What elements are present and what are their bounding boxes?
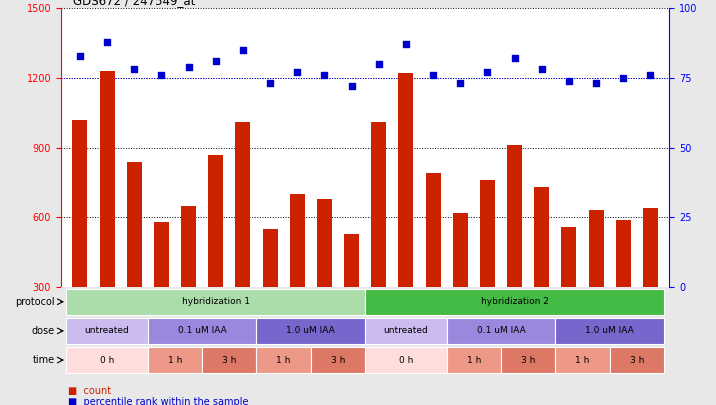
Bar	[100, 71, 115, 357]
Point	[74, 52, 86, 59]
Text: ■  percentile rank within the sample: ■ percentile rank within the sample	[68, 397, 248, 405]
Bar	[447, 347, 501, 373]
Point	[128, 66, 140, 73]
Point	[536, 66, 548, 73]
Text: 1 h: 1 h	[467, 356, 481, 364]
Text: 1 h: 1 h	[576, 356, 590, 364]
Bar	[256, 347, 311, 373]
Bar	[453, 213, 468, 357]
Point	[264, 80, 276, 87]
Point	[102, 38, 113, 45]
Point	[400, 41, 412, 48]
Bar	[643, 208, 658, 357]
Text: 3 h: 3 h	[331, 356, 345, 364]
Bar	[72, 120, 87, 357]
Bar	[561, 227, 576, 357]
Point	[591, 80, 602, 87]
Bar	[501, 347, 556, 373]
Text: untreated: untreated	[384, 326, 428, 335]
Point	[237, 47, 248, 53]
Bar	[372, 122, 386, 357]
Text: time: time	[33, 355, 55, 365]
Text: 1.0 uM IAA: 1.0 uM IAA	[286, 326, 335, 335]
Text: 3 h: 3 h	[222, 356, 236, 364]
Point	[183, 64, 194, 70]
Point	[455, 80, 466, 87]
Text: 0 h: 0 h	[399, 356, 413, 364]
Text: GDS672 / 247549_at: GDS672 / 247549_at	[73, 0, 195, 7]
Bar	[556, 347, 610, 373]
Bar	[534, 187, 549, 357]
Bar	[317, 199, 332, 357]
Bar	[147, 347, 202, 373]
Bar	[556, 318, 664, 344]
Point	[373, 61, 384, 67]
Text: 1.0 uM IAA: 1.0 uM IAA	[585, 326, 634, 335]
Point	[617, 75, 629, 81]
Text: hybridization 1: hybridization 1	[182, 297, 250, 306]
Point	[319, 72, 330, 78]
Text: 1 h: 1 h	[276, 356, 291, 364]
Text: ■  count: ■ count	[68, 386, 111, 396]
Text: 0.1 uM IAA: 0.1 uM IAA	[477, 326, 526, 335]
Bar	[181, 206, 196, 357]
Bar	[610, 347, 664, 373]
Bar	[67, 347, 147, 373]
Text: protocol: protocol	[15, 297, 55, 307]
Point	[427, 72, 439, 78]
Bar	[208, 155, 223, 357]
Bar	[344, 234, 359, 357]
Text: 0 h: 0 h	[100, 356, 115, 364]
Bar	[425, 173, 440, 357]
Bar	[236, 122, 251, 357]
Bar	[147, 318, 256, 344]
Bar	[480, 180, 495, 357]
Bar	[263, 229, 278, 357]
Point	[509, 55, 521, 62]
Text: dose: dose	[32, 326, 55, 336]
Bar	[589, 211, 604, 357]
Point	[291, 69, 303, 75]
Bar	[447, 318, 556, 344]
Point	[563, 77, 575, 84]
Bar	[154, 222, 169, 357]
Text: 0.1 uM IAA: 0.1 uM IAA	[178, 326, 226, 335]
Text: 3 h: 3 h	[629, 356, 644, 364]
Text: untreated: untreated	[84, 326, 130, 335]
Bar	[311, 347, 365, 373]
Bar	[365, 347, 447, 373]
Point	[155, 72, 167, 78]
Bar	[290, 194, 305, 357]
Bar	[256, 318, 365, 344]
Bar	[365, 289, 664, 315]
Point	[482, 69, 493, 75]
Text: 3 h: 3 h	[521, 356, 536, 364]
Bar	[67, 318, 147, 344]
Bar	[507, 145, 522, 357]
Point	[644, 72, 656, 78]
Bar	[365, 318, 447, 344]
Text: 1 h: 1 h	[168, 356, 182, 364]
Bar	[127, 162, 142, 357]
Point	[210, 58, 221, 64]
Bar	[616, 220, 631, 357]
Bar	[398, 73, 413, 357]
Bar	[67, 289, 365, 315]
Bar	[202, 347, 256, 373]
Text: hybridization 2: hybridization 2	[480, 297, 548, 306]
Point	[346, 83, 357, 90]
